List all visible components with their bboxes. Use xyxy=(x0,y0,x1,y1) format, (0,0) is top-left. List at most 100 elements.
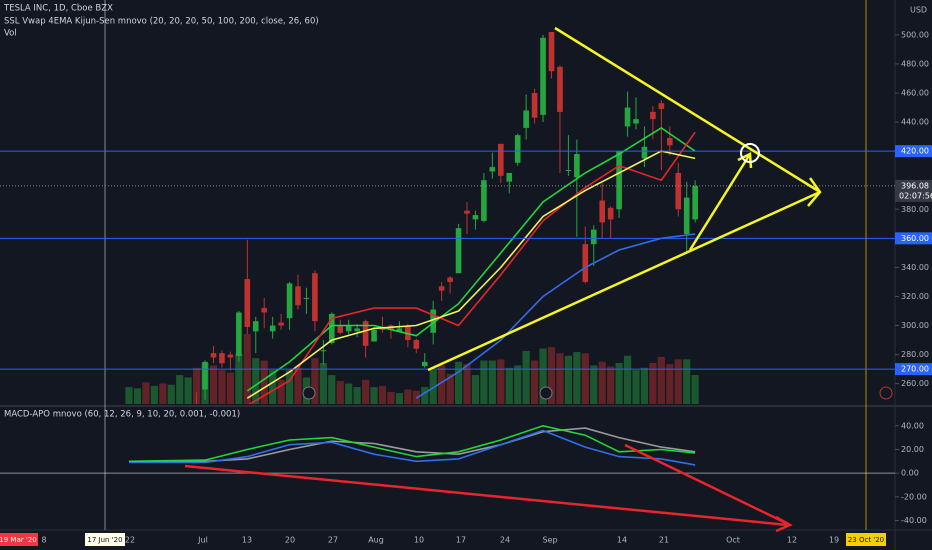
candle-body xyxy=(202,361,208,390)
candle-body xyxy=(312,273,318,322)
y-tick-label: 0.00 xyxy=(901,469,919,478)
volume-bar xyxy=(345,383,353,404)
volume-bar xyxy=(590,365,598,404)
y-tick-label: 380.00 xyxy=(901,205,929,214)
price-label-box xyxy=(895,363,932,376)
trend-line xyxy=(554,26,821,194)
volume-bar xyxy=(691,375,699,404)
candle-body xyxy=(650,111,656,120)
volume-bar xyxy=(674,359,682,404)
indicator-line xyxy=(128,424,696,463)
volume-bar xyxy=(218,370,226,404)
price-label: 270.00 xyxy=(901,365,929,374)
volume-bar xyxy=(319,362,327,404)
volume-bar xyxy=(133,388,142,404)
volume-bar xyxy=(514,365,522,404)
volume-bar xyxy=(632,370,640,404)
volume-bar xyxy=(362,379,370,404)
candle-body xyxy=(633,119,639,124)
candle-body xyxy=(683,197,690,234)
volume-bar xyxy=(159,383,167,404)
volume-bar xyxy=(167,384,175,404)
trend-arrow xyxy=(624,443,789,526)
x-tick-label: Aug xyxy=(368,536,384,545)
x-tick-label: 14 xyxy=(617,536,627,545)
event-marker xyxy=(302,386,316,400)
candle-body xyxy=(329,313,335,343)
candle-body xyxy=(481,180,487,221)
volume-bar xyxy=(598,361,606,404)
target-circle xyxy=(740,143,760,163)
candle-body xyxy=(354,328,360,332)
candle-body xyxy=(236,312,242,357)
currency: USD xyxy=(910,6,927,15)
y-tick-label: 480.00 xyxy=(901,59,929,68)
volume-bar xyxy=(328,375,336,404)
candle-body xyxy=(641,146,648,159)
volume-bar xyxy=(378,385,387,404)
candle-body xyxy=(557,66,563,112)
candle-body xyxy=(345,325,352,332)
volume-bar xyxy=(387,391,395,404)
indicator-line xyxy=(129,429,696,466)
candle-body xyxy=(261,308,267,313)
trend-arrow xyxy=(184,464,789,527)
y-tick-label: 280.00 xyxy=(901,350,929,359)
y-tick-label: 500.00 xyxy=(901,30,929,39)
candle-body xyxy=(252,321,259,332)
candle-body xyxy=(624,107,631,127)
x-tick-label: 13 xyxy=(242,536,252,545)
candle-body xyxy=(667,138,673,146)
price-pane xyxy=(125,31,699,404)
price-label-box xyxy=(895,145,932,158)
last-price-box xyxy=(895,179,932,202)
y-tick-label: 300.00 xyxy=(901,321,929,330)
x-tick-label: 24 xyxy=(500,536,510,545)
candle-body xyxy=(295,286,301,306)
volume-bar xyxy=(150,385,158,404)
x-tick-label: Sep xyxy=(542,536,557,545)
candle-body xyxy=(607,207,614,220)
candle-body xyxy=(286,283,293,319)
date-box xyxy=(0,533,38,546)
candle-body xyxy=(582,244,589,282)
volume-bar xyxy=(683,359,691,404)
volume-bar xyxy=(370,387,378,404)
x-tick-label: 23 Oct '20 xyxy=(848,536,884,544)
x-tick-label: 27 xyxy=(328,536,338,545)
volume-bar xyxy=(623,355,632,404)
x-tick-label: Oct xyxy=(726,536,740,545)
candle-body xyxy=(489,167,496,172)
indicator-title: SSL Vwap 4EMA Kijun-Sen mnovo (20, 20, 2… xyxy=(4,17,319,27)
candle-body xyxy=(616,151,622,210)
event-marker xyxy=(879,386,893,400)
drawings xyxy=(184,26,822,533)
indicator-line xyxy=(129,427,696,463)
volume-bar xyxy=(421,387,429,404)
x-tick-label: 10 xyxy=(414,536,424,545)
trend-line xyxy=(427,190,821,372)
macd-title: MACD-APO mnovo (60, 12, 26, 9, 10, 20, 0… xyxy=(4,410,240,420)
y-tick-label: 40.00 xyxy=(901,421,924,430)
volume-bar xyxy=(463,364,471,404)
candle-body xyxy=(421,361,428,367)
symbol-title: TESLA INC, 1D, Cboe BZX xyxy=(3,4,113,14)
candle-body xyxy=(523,110,529,128)
x-tick-label: 12 xyxy=(787,536,797,545)
volume-bar xyxy=(649,362,657,404)
candle-body xyxy=(599,200,605,223)
candle-body xyxy=(371,329,377,342)
x-tick-label: 19 xyxy=(829,536,839,545)
volume-bar xyxy=(193,367,201,404)
volume-title: Vol xyxy=(4,29,17,39)
volume-bar xyxy=(294,367,302,404)
candle-body xyxy=(675,172,682,210)
candle-body xyxy=(472,215,479,220)
candle-body xyxy=(438,286,445,291)
volume-bar xyxy=(438,365,446,404)
y-tick-label: 440.00 xyxy=(901,118,929,127)
volume-bar xyxy=(285,370,294,404)
candle-body xyxy=(362,321,369,346)
